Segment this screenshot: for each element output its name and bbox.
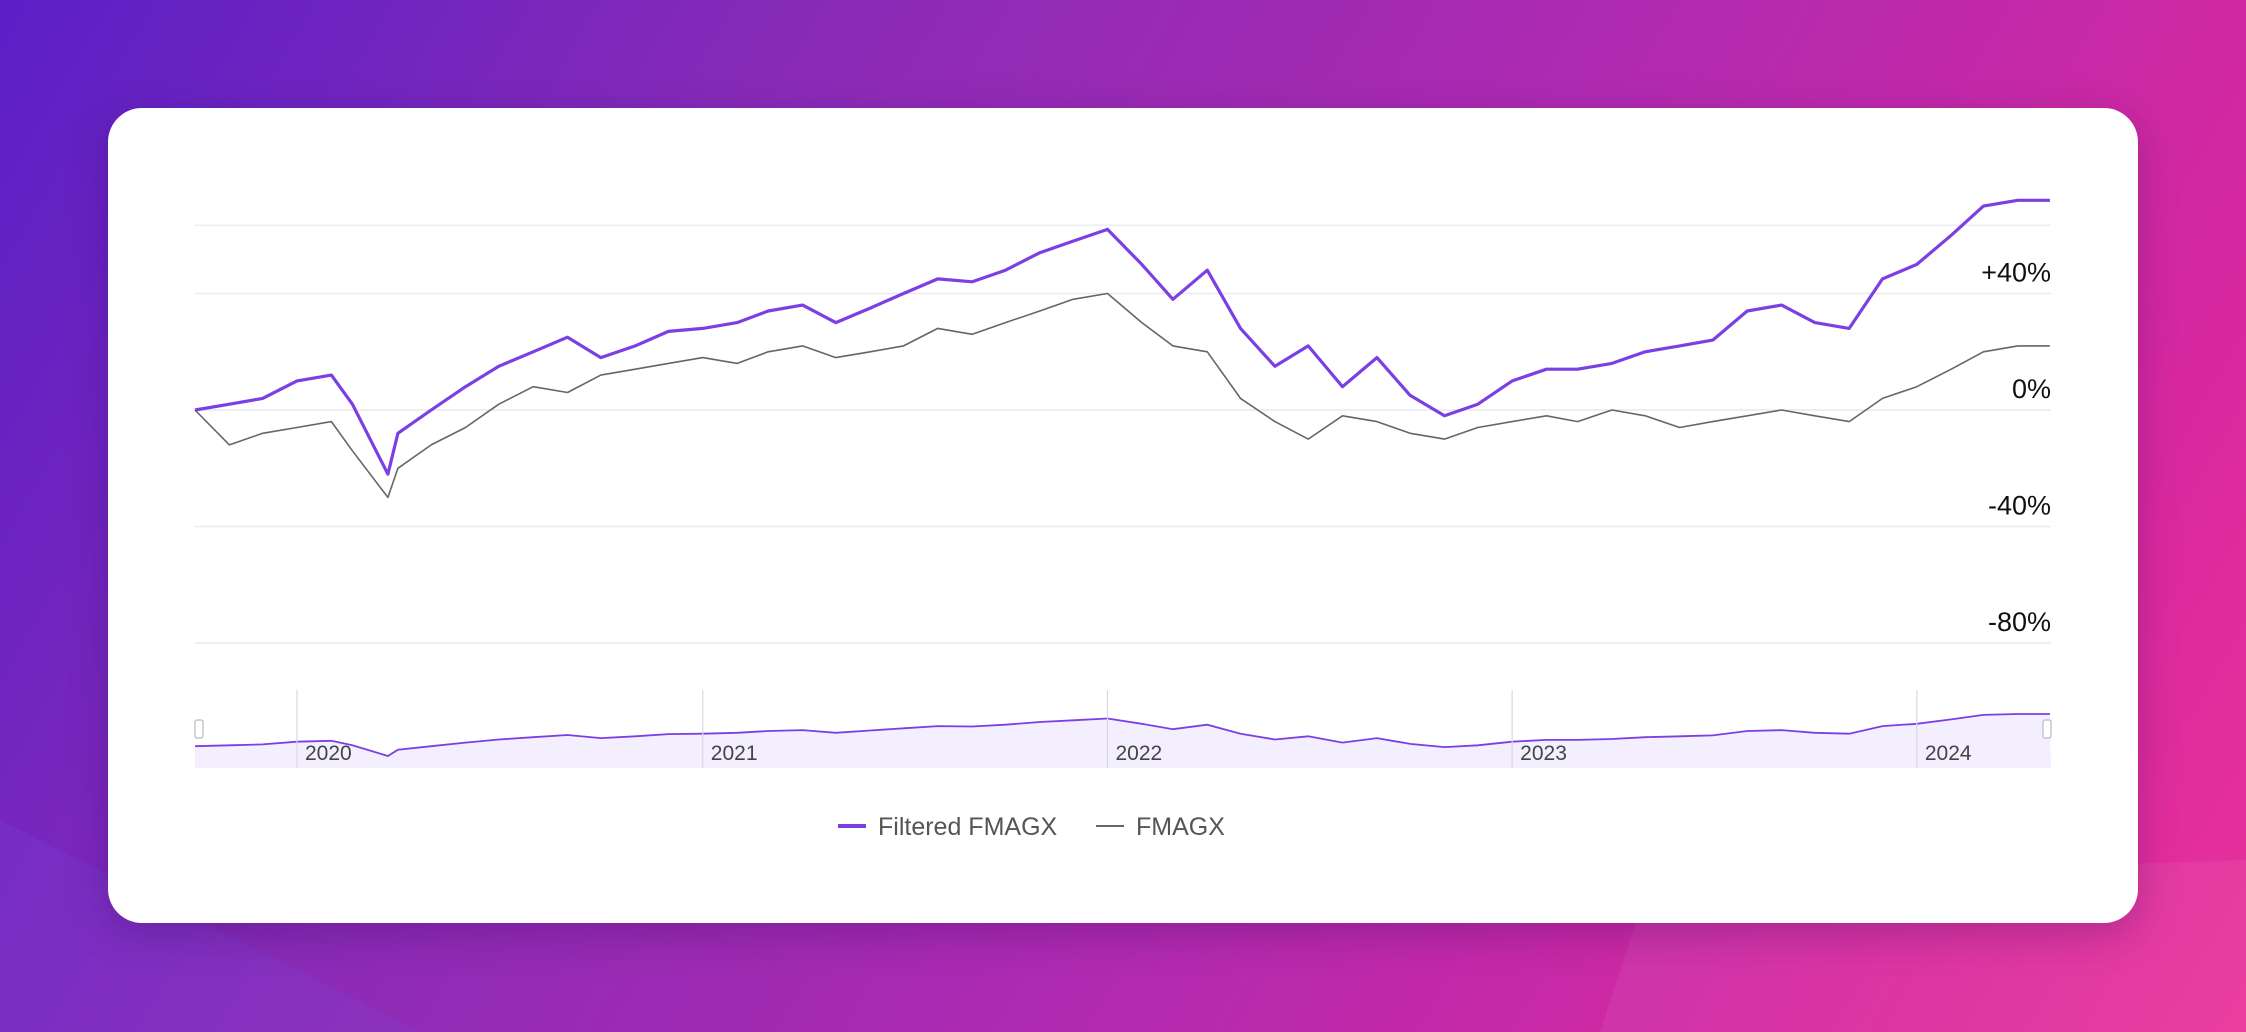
navigator-tick-label: 2024 bbox=[1925, 742, 1972, 765]
legend-item[interactable]: Filtered FMAGX bbox=[838, 813, 1058, 841]
navigator-tick-label: 2021 bbox=[711, 742, 758, 765]
navigator-tick-label: 2023 bbox=[1520, 742, 1567, 765]
navigator-handle-left[interactable] bbox=[194, 719, 204, 739]
navigator-area bbox=[195, 714, 2051, 768]
legend-item[interactable]: FMAGX bbox=[1096, 813, 1225, 841]
y-tick-label: -40% bbox=[1988, 491, 2051, 521]
y-tick-label: +40% bbox=[1981, 258, 2051, 288]
legend-label: FMAGX bbox=[1136, 813, 1225, 841]
navigator-tick-label: 2022 bbox=[1115, 742, 1162, 765]
series-line-filtered-fmagx bbox=[194, 198, 2050, 476]
series-line-fmagx bbox=[194, 292, 2050, 499]
performance-chart: +40% 0% -40% -80% 2020 2021 2022 2023 2024 Filt… bbox=[194, 198, 2052, 841]
legend: Filtered FMAGX FMAGX bbox=[838, 813, 1225, 841]
chart-card: +40% 0% -40% -80% 2020 2021 2022 2023 2024 Filt… bbox=[108, 108, 2138, 923]
y-axis: +40% 0% -40% -80% bbox=[1981, 258, 2051, 638]
y-tick-label: -80% bbox=[1988, 607, 2051, 637]
y-tick-label: 0% bbox=[2012, 374, 2051, 404]
grid-layer bbox=[195, 224, 2051, 644]
navigator-handle-right[interactable] bbox=[2042, 719, 2052, 739]
series-layer bbox=[194, 198, 2050, 499]
navigator[interactable]: 2020 2021 2022 2023 2024 bbox=[194, 690, 2052, 768]
navigator-tick-label: 2020 bbox=[305, 742, 352, 765]
legend-label: Filtered FMAGX bbox=[878, 813, 1058, 841]
